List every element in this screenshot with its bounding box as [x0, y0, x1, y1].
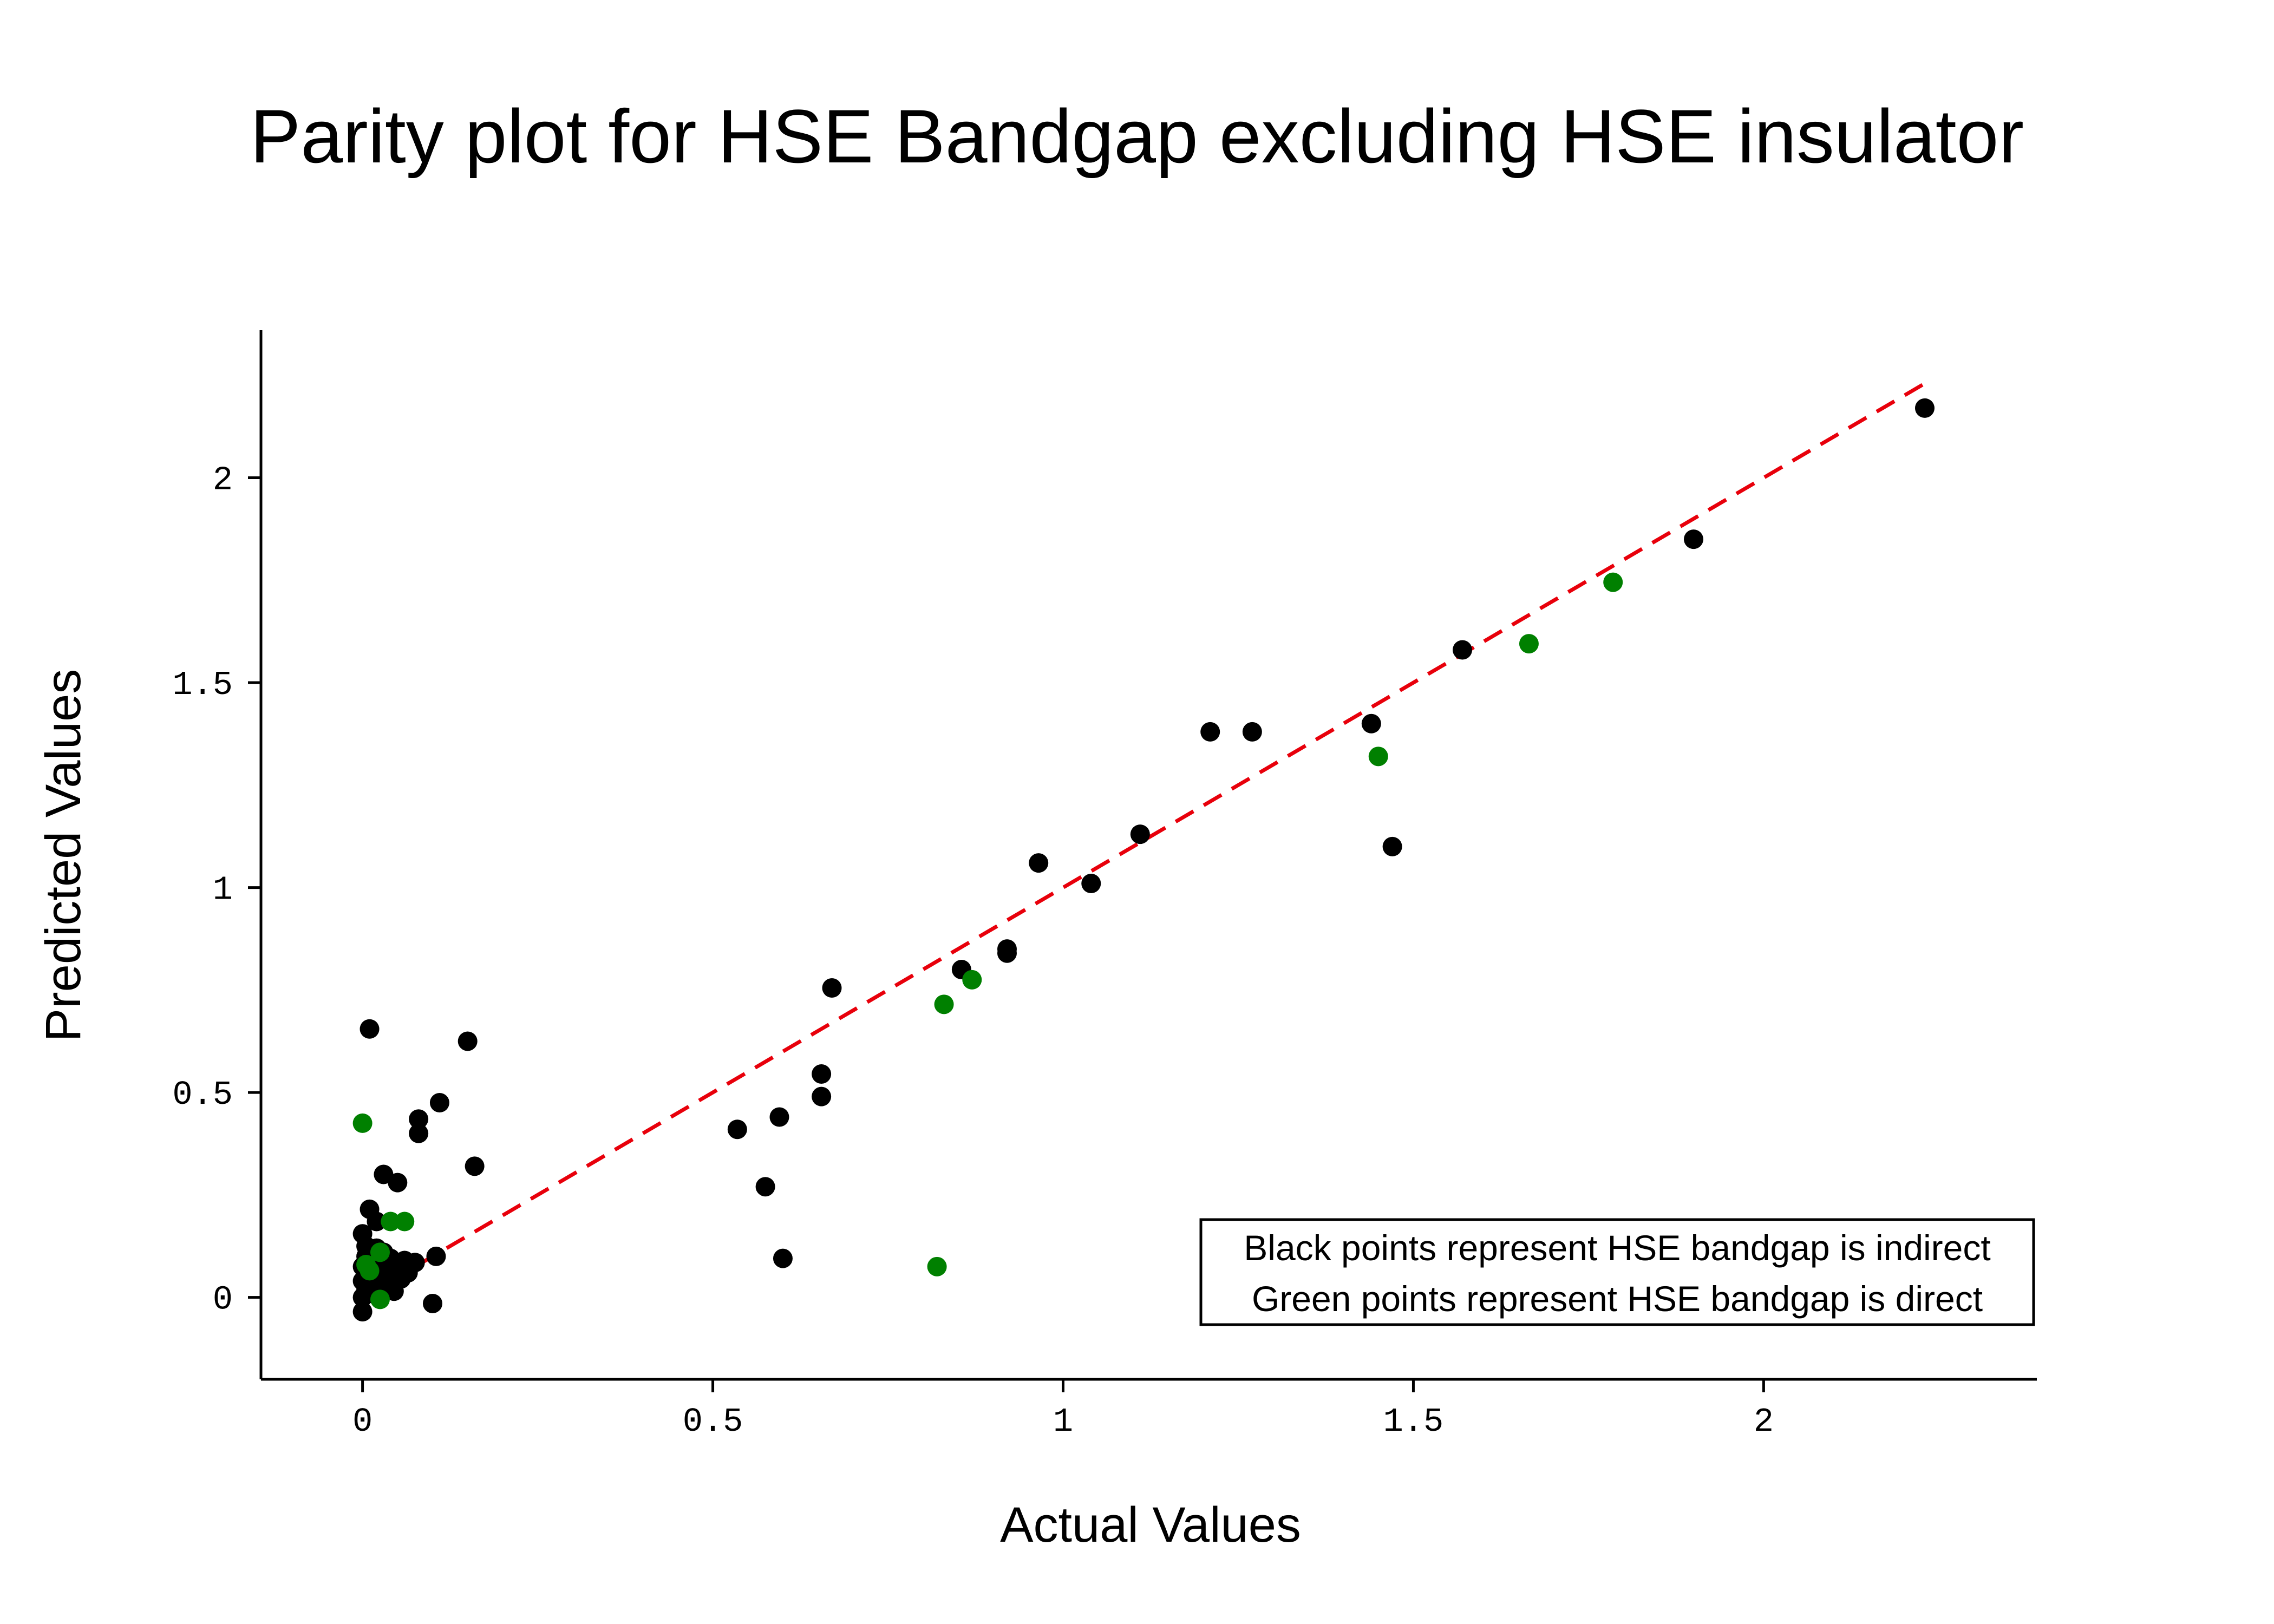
legend-box: Black points represent HSE bandgap is in…	[1199, 1218, 2035, 1326]
data-point-indirect	[374, 1164, 394, 1184]
data-point-indirect	[458, 1031, 478, 1051]
data-point-indirect	[465, 1156, 485, 1176]
data-point-indirect	[727, 1119, 747, 1140]
y-tick-label: 2	[213, 461, 233, 500]
y-axis-label: Predicted Values	[36, 669, 91, 1042]
data-point-indirect	[409, 1123, 429, 1143]
x-tick-label: 1	[1053, 1403, 1073, 1441]
data-point-indirect	[997, 943, 1017, 963]
data-point-direct	[934, 994, 954, 1014]
legend-frame	[1199, 1218, 2035, 1326]
data-point-indirect	[409, 1109, 429, 1129]
data-point-direct	[1368, 746, 1388, 767]
legend-line-direct: Green points represent HSE bandgap is di…	[1252, 1279, 1983, 1319]
data-point-direct	[395, 1212, 415, 1232]
data-point-indirect	[1683, 529, 1703, 549]
y-tick-label: 1.5	[172, 666, 233, 704]
data-points-layer	[352, 398, 1935, 1322]
y-tick-label: 0.5	[172, 1076, 233, 1114]
data-point-indirect	[426, 1246, 446, 1266]
data-point-indirect	[773, 1248, 793, 1268]
data-point-indirect	[822, 978, 842, 998]
x-tick-label: 0.5	[683, 1403, 743, 1441]
x-axis-label: Actual Values	[1000, 1497, 1301, 1553]
legend-line-indirect: Black points represent HSE bandgap is in…	[1244, 1228, 1990, 1268]
x-tick-label: 0	[352, 1403, 373, 1441]
data-point-indirect	[1029, 853, 1049, 873]
data-point-indirect	[429, 1093, 449, 1113]
data-point-direct	[1519, 634, 1539, 654]
data-point-direct	[962, 970, 982, 990]
data-point-direct	[360, 1261, 380, 1281]
data-point-indirect	[1453, 640, 1473, 660]
data-point-indirect	[1242, 722, 1262, 742]
parity-line	[361, 382, 1926, 1299]
data-point-indirect	[367, 1212, 387, 1232]
data-point-indirect	[769, 1107, 789, 1127]
data-point-indirect	[1081, 873, 1101, 893]
chart-title: Parity plot for HSE Bandgap excluding HS…	[250, 94, 2024, 179]
y-tick-label: 1	[213, 871, 233, 909]
data-point-indirect	[352, 1302, 373, 1322]
y-tick-label: 0	[213, 1281, 233, 1319]
data-point-direct	[927, 1256, 947, 1276]
data-point-indirect	[1914, 398, 1935, 418]
x-tick-label: 1.5	[1383, 1403, 1444, 1441]
x-tick-label: 2	[1754, 1403, 1774, 1441]
data-point-direct	[381, 1212, 401, 1232]
data-point-indirect	[360, 1019, 380, 1039]
data-point-indirect	[812, 1086, 832, 1106]
data-point-direct	[370, 1242, 390, 1262]
data-point-indirect	[423, 1293, 443, 1313]
data-point-indirect	[1361, 713, 1381, 734]
data-point-indirect	[1200, 722, 1220, 742]
data-point-indirect	[812, 1064, 832, 1084]
y-ticks: 0 0.5 1 1.5 2	[172, 461, 261, 1319]
data-point-direct	[1603, 572, 1623, 592]
x-ticks: 0 0.5 1 1.5 2	[352, 1379, 1774, 1441]
data-point-direct	[352, 1113, 373, 1133]
parity-line-layer	[361, 382, 1926, 1299]
plot-area	[352, 382, 1935, 1322]
data-point-indirect	[1382, 836, 1402, 856]
data-point-direct	[370, 1289, 390, 1309]
data-point-indirect	[1130, 824, 1150, 844]
data-point-indirect	[755, 1177, 775, 1197]
